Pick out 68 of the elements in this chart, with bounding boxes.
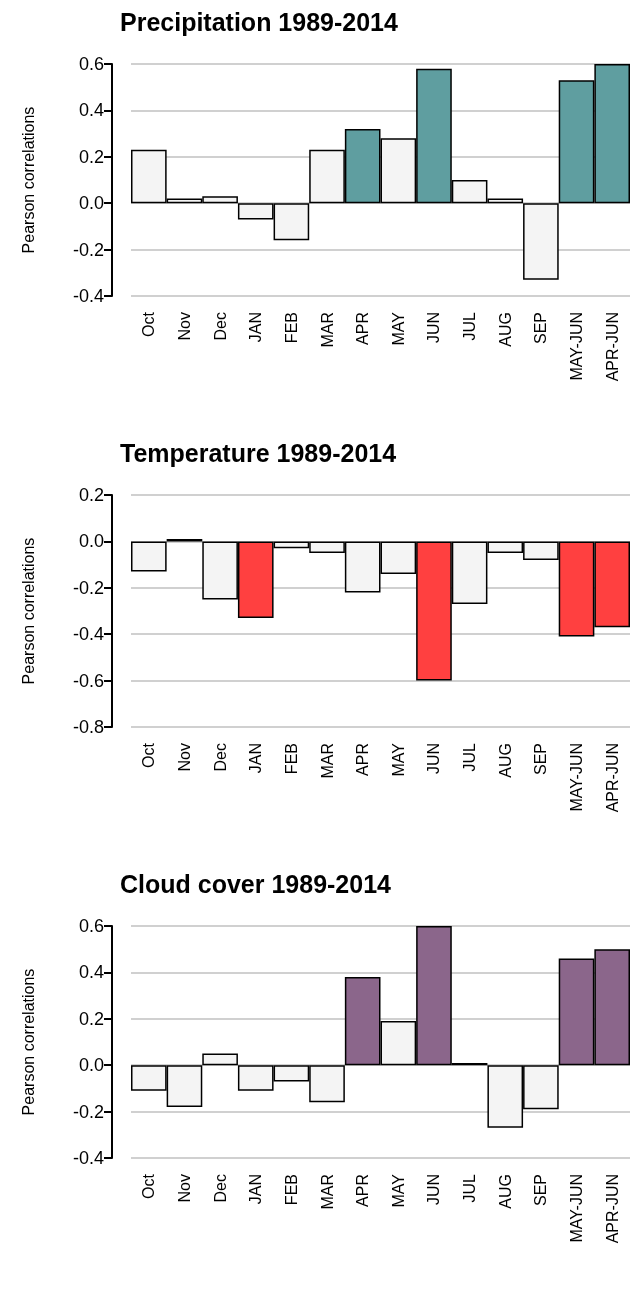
y-tick-label: -0.4 [72, 1148, 104, 1168]
x-tick-label: MAR [318, 312, 336, 348]
x-tick-label: MAY [389, 1173, 407, 1208]
x-tick-label: Oct [140, 1173, 158, 1199]
x-tick-label: MAR [318, 743, 336, 779]
x-tick-label: MAY-JUN [568, 312, 586, 381]
y-tick-label: -0.8 [72, 717, 104, 737]
x-tick-label: SEP [532, 743, 550, 776]
y-tick-label: 0.2 [78, 146, 104, 167]
x-tick-label: Nov [175, 743, 193, 772]
y-axis-title: Pearson correlations [19, 537, 37, 685]
chart-title: Precipitation 1989-2014 [120, 7, 399, 36]
x-tick-label: MAY [389, 742, 407, 777]
x-tick-label: MAY-JUN [568, 743, 586, 812]
x-tick-label: APR [354, 312, 372, 345]
y-tick-label: -0.2 [72, 577, 104, 598]
x-tick-label: MAY-JUN [568, 1174, 586, 1243]
y-axis-title: Pearson correlations [19, 106, 37, 254]
x-tick-label: JUN [425, 743, 443, 775]
y-tick-label: 0.0 [78, 531, 104, 552]
x-tick-label: SEP [532, 1174, 550, 1207]
x-tick-label: Oct [140, 311, 158, 337]
y-tick-label: 0.4 [78, 100, 104, 121]
y-tick-label: -0.2 [72, 1101, 104, 1122]
y-tick-label: -0.4 [72, 624, 104, 645]
y-tick-label: 0.2 [78, 485, 104, 505]
x-tick-label: AUG [496, 1174, 514, 1209]
x-tick-label: FEB [282, 743, 300, 775]
y-tick-label: 0.6 [78, 916, 104, 936]
y-tick-label: 0.0 [78, 193, 104, 214]
x-tick-label: MAY [389, 311, 407, 346]
y-tick-label: -0.2 [72, 239, 104, 260]
x-tick-label: JUL [461, 1173, 479, 1203]
y-tick-label: -0.6 [72, 670, 104, 691]
x-tick-label: Nov [175, 312, 193, 341]
y-tick-label: -0.4 [72, 286, 104, 306]
x-tick-label: APR [354, 743, 372, 776]
x-tick-label: MAR [318, 1174, 336, 1210]
x-tick-label: APR-JUN [603, 1174, 621, 1244]
y-tick-label: 0.4 [78, 962, 104, 983]
x-tick-label: JAN [247, 312, 265, 343]
chart-title: Cloud cover 1989-2014 [120, 869, 392, 898]
x-tick-label: JUN [425, 312, 443, 344]
x-tick-label: APR-JUN [603, 743, 621, 813]
bar [523, 203, 559, 280]
x-tick-label: JAN [247, 743, 265, 774]
x-tick-label: Oct [140, 742, 158, 768]
bar [202, 1053, 238, 1066]
y-tick-label: 0.2 [78, 1008, 104, 1029]
chart-title: Temperature 1989-2014 [120, 438, 397, 467]
x-tick-label: SEP [532, 312, 550, 345]
x-tick-label: FEB [282, 1174, 300, 1206]
y-tick-label: 0.6 [78, 54, 104, 74]
y-tick-label: 0.0 [78, 1055, 104, 1076]
y-axis-title: Pearson correlations [19, 968, 37, 1116]
x-tick-label: APR-JUN [603, 312, 621, 382]
x-tick-label: JAN [247, 1174, 265, 1205]
x-tick-label: FEB [282, 312, 300, 344]
x-tick-label: AUG [496, 312, 514, 347]
x-tick-label: JUN [425, 1174, 443, 1206]
x-tick-label: Nov [175, 1174, 193, 1203]
x-tick-label: Dec [211, 312, 229, 341]
x-tick-label: Dec [211, 1174, 229, 1203]
x-tick-label: JUL [461, 311, 479, 341]
x-tick-label: AUG [496, 743, 514, 778]
x-tick-label: JUL [461, 742, 479, 772]
x-tick-label: APR [354, 1174, 372, 1207]
x-tick-label: Dec [211, 743, 229, 772]
